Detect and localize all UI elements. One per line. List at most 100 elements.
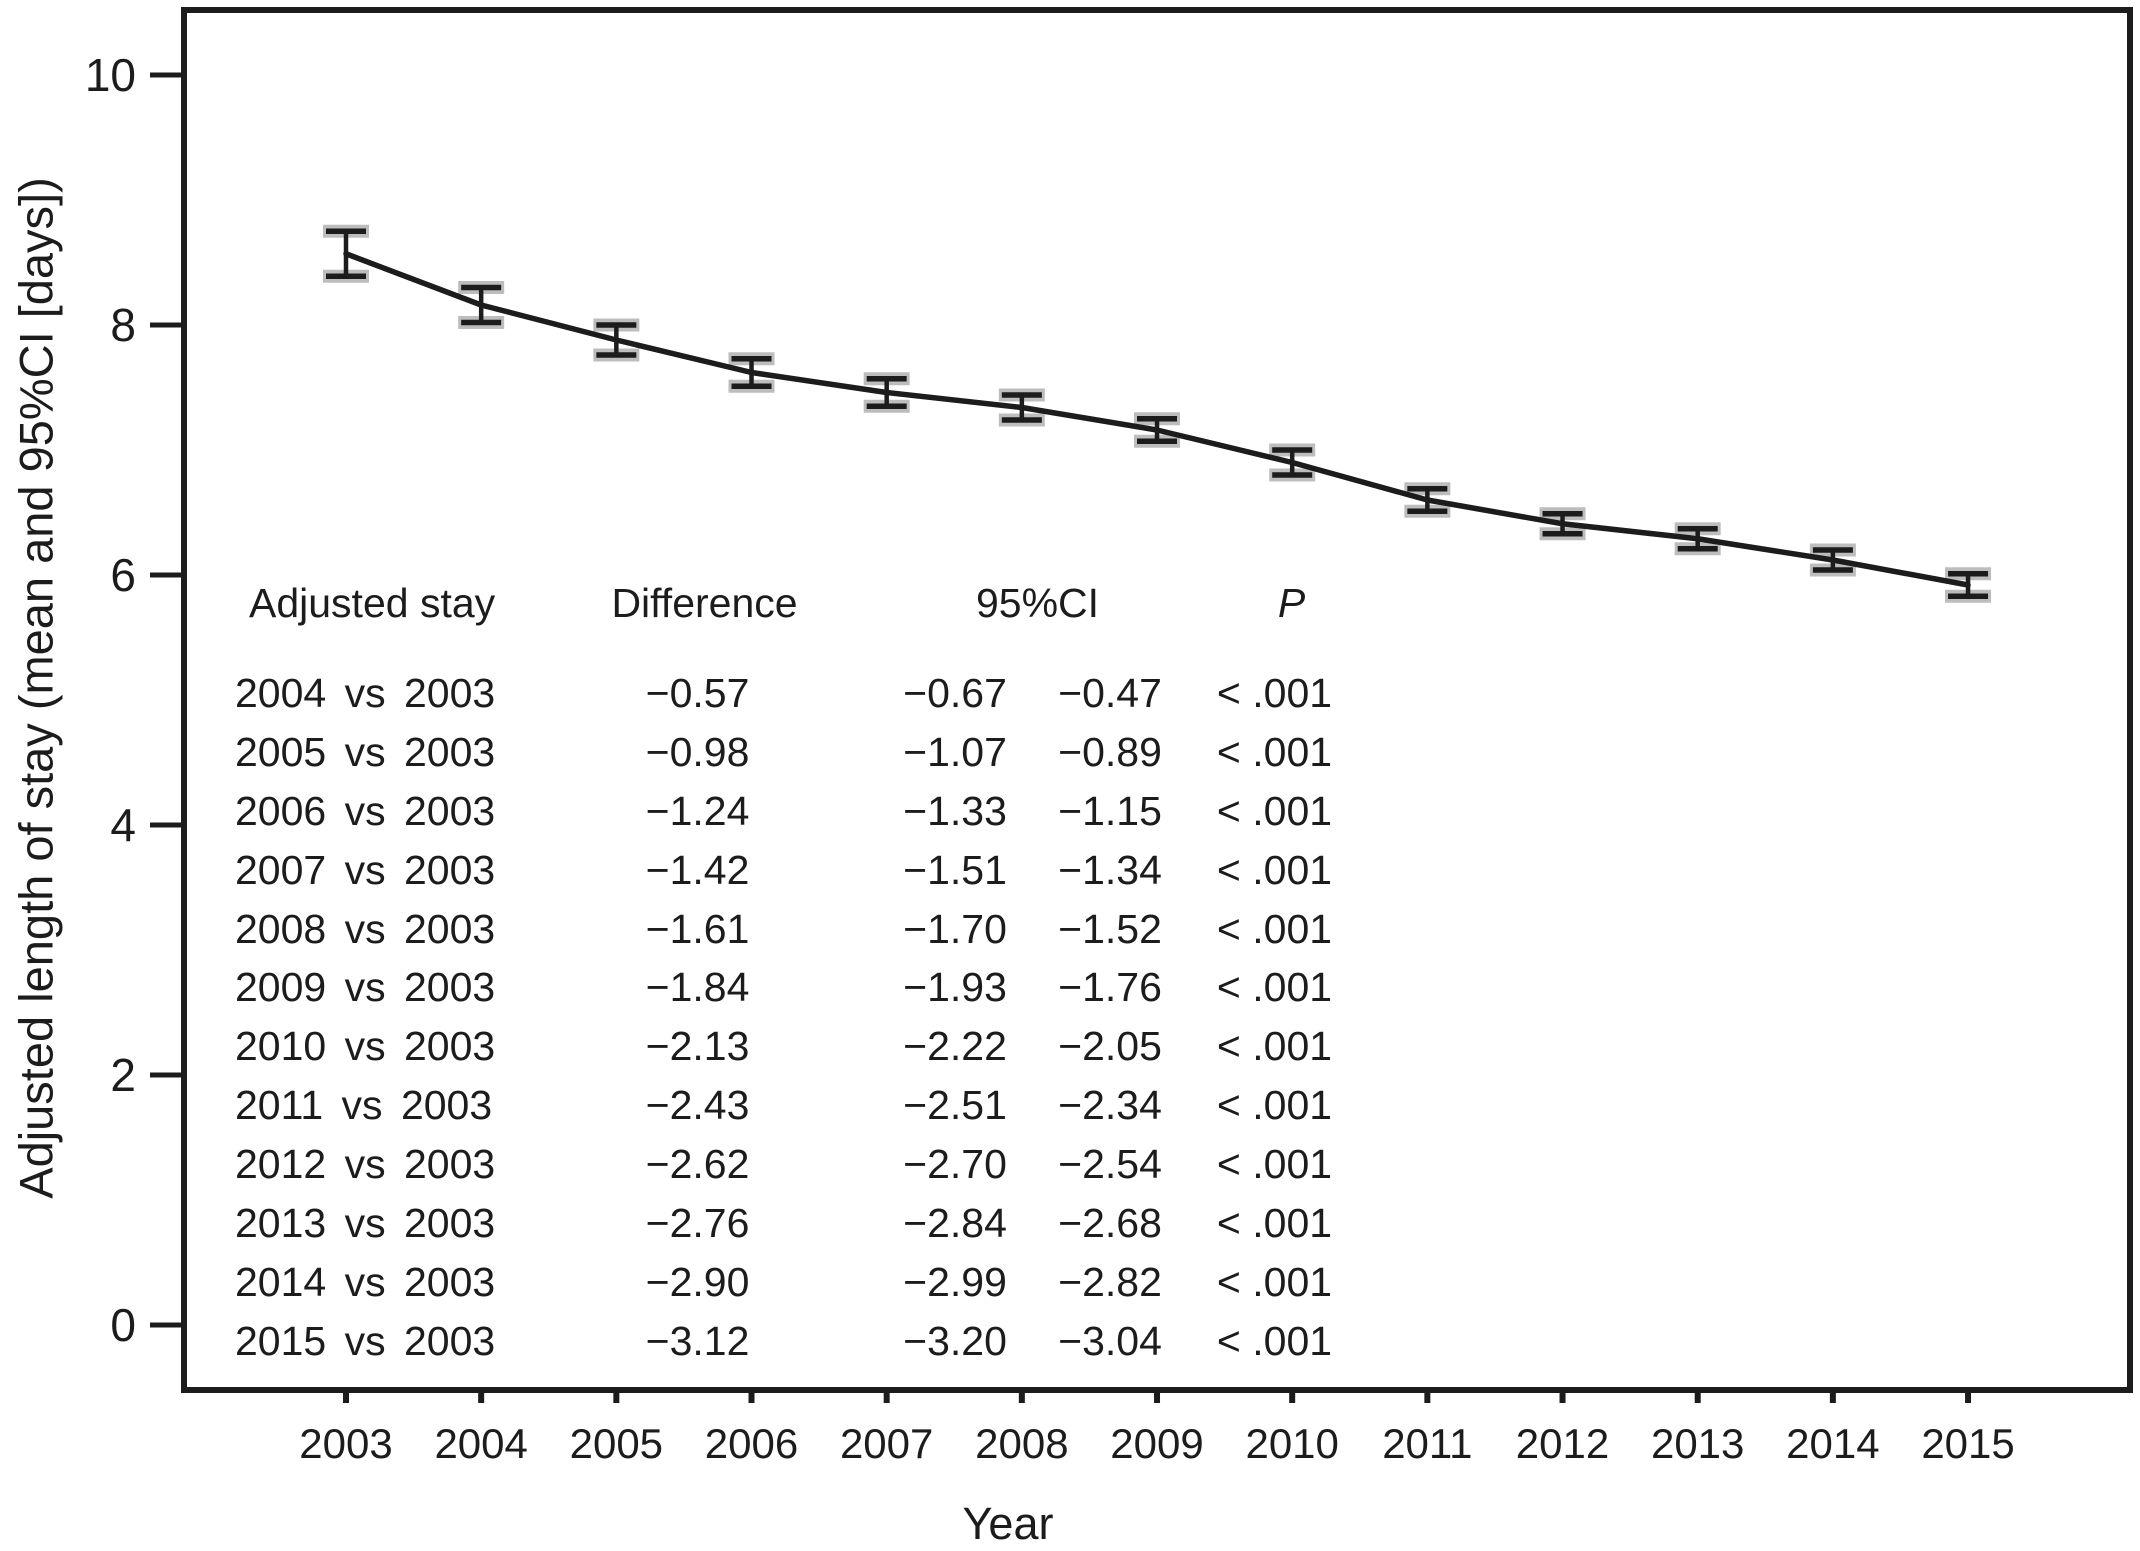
y-axis-ticks: 0 2 4 6 8 10 (85, 49, 184, 1351)
x-tick-label: 2009 (1110, 1420, 1203, 1467)
comparison-label: 2010 vs 2003 (235, 1023, 496, 1070)
table-row: 2007 vs 2003 −1.42 −1.51 −1.34 < .001 (235, 841, 1380, 900)
difference-value: −1.24 (645, 787, 750, 834)
ci-low-value: −1.33 (903, 787, 1007, 834)
ci-high-value: −2.34 (1058, 1082, 1162, 1129)
difference-value: −1.84 (645, 964, 750, 1011)
y-tick-label: 2 (110, 1049, 136, 1101)
table-row: 2004 vs 2003 −0.57 −0.67 −0.47 < .001 (235, 664, 1380, 723)
ci-low-value: −2.99 (903, 1258, 1007, 1305)
ci-high-value: −1.15 (1058, 787, 1162, 834)
table-row: 2010 vs 2003 −2.13 −2.22 −2.05 < .001 (235, 1017, 1380, 1076)
difference-value: −0.98 (645, 728, 750, 775)
x-tick-label: 2011 (1382, 1420, 1472, 1467)
difference-value: −2.43 (645, 1082, 750, 1129)
table-row: 2015 vs 2003 −3.12 −3.20 −3.04 < .001 (235, 1312, 1380, 1371)
difference-value: −1.61 (645, 905, 750, 952)
p-value: < .001 (1216, 1082, 1333, 1129)
comparison-label: 2013 vs 2003 (235, 1200, 496, 1247)
difference-value: −2.76 (645, 1200, 750, 1247)
x-tick-label: 2010 (1245, 1420, 1338, 1467)
comparison-label: 2007 vs 2003 (235, 846, 496, 893)
ci-low-value: −1.93 (903, 964, 1007, 1011)
comparison-label: 2011 vs 2003 (235, 1082, 493, 1129)
y-tick-label: 8 (110, 299, 136, 351)
x-tick-label: 2008 (975, 1420, 1068, 1467)
difference-value: −2.13 (645, 1023, 750, 1070)
table-row: 2006 vs 2003 −1.24 −1.33 −1.15 < .001 (235, 782, 1380, 841)
ci-high-value: −2.82 (1058, 1258, 1162, 1305)
p-value: < .001 (1216, 964, 1333, 1011)
ci-low-value: −2.22 (903, 1023, 1007, 1070)
ci-low-value: −2.51 (903, 1082, 1007, 1129)
x-tick-label: 2006 (705, 1420, 798, 1467)
comparison-label: 2015 vs 2003 (235, 1317, 496, 1364)
y-tick-label: 4 (110, 799, 136, 851)
x-tick-label: 2013 (1651, 1420, 1744, 1467)
comparison-label: 2005 vs 2003 (235, 728, 496, 775)
p-value: < .001 (1216, 905, 1333, 952)
difference-value: −2.90 (645, 1258, 750, 1305)
p-value: < .001 (1216, 670, 1333, 716)
ci-high-value: −2.05 (1058, 1023, 1162, 1070)
table-row: 2012 vs 2003 −2.62 −2.70 −2.54 < .001 (235, 1135, 1380, 1194)
table-row: 2009 vs 2003 −1.84 −1.93 −1.76 < .001 (235, 958, 1380, 1017)
y-tick-label: 0 (110, 1299, 136, 1351)
header-difference: Difference (611, 580, 798, 626)
difference-value: −2.62 (645, 1141, 750, 1188)
inset-stats-table: Adjusted stay Difference 95%CI P 2004 vs… (235, 578, 1380, 1371)
x-tick-label: 2012 (1516, 1420, 1609, 1467)
p-value: < .001 (1216, 846, 1333, 893)
p-value: < .001 (1216, 1200, 1333, 1247)
ci-low-value: −2.70 (903, 1141, 1007, 1188)
difference-value: −3.12 (645, 1317, 750, 1364)
ci-high-value: −1.76 (1058, 964, 1162, 1011)
x-axis-title: Year (962, 1498, 1054, 1549)
comparison-label: 2004 vs 2003 (235, 670, 496, 716)
table-row: 2011 vs 2003 −2.43 −2.51 −2.34 < .001 (235, 1076, 1380, 1135)
comparison-label: 2009 vs 2003 (235, 964, 496, 1011)
difference-value: −0.57 (645, 670, 750, 716)
ci-high-value: −1.34 (1058, 846, 1162, 893)
p-value: < .001 (1216, 1258, 1333, 1305)
ci-low-value: −3.20 (903, 1317, 1007, 1364)
ci-high-value: −1.52 (1058, 905, 1162, 952)
x-tick-label: 2014 (1786, 1420, 1879, 1467)
comparison-label: 2014 vs 2003 (235, 1258, 496, 1305)
header-adjusted-stay: Adjusted stay (249, 580, 496, 626)
p-value: < .001 (1216, 1023, 1333, 1070)
difference-value: −1.42 (645, 846, 750, 893)
p-value: < .001 (1216, 728, 1333, 775)
table-row: 2005 vs 2003 −0.98 −1.07 −0.89 < .001 (235, 723, 1380, 782)
y-axis-title: Adjusted length of stay (mean and 95%CI … (9, 177, 63, 1199)
x-axis-ticks: 2003 2004 2005 2006 2007 2008 2009 2010 2011 2012… (299, 1390, 2015, 1467)
y-tick-label: 6 (110, 549, 136, 601)
header-95ci: 95%CI (975, 580, 1100, 626)
x-tick-label: 2003 (299, 1420, 392, 1467)
x-tick-label: 2005 (570, 1420, 663, 1467)
ci-low-value: −0.67 (903, 670, 1007, 716)
p-value: < .001 (1216, 1141, 1333, 1188)
table-row: 2014 vs 2003 −2.90 −2.99 −2.82 < .001 (235, 1253, 1380, 1312)
comparison-label: 2012 vs 2003 (235, 1141, 496, 1188)
p-value: < .001 (1216, 787, 1333, 834)
ci-low-value: −2.84 (903, 1200, 1007, 1247)
data-series-line (343, 251, 1971, 588)
header-p: P (1277, 580, 1306, 626)
error-bars (323, 224, 1992, 603)
ci-high-value: −0.89 (1058, 728, 1162, 775)
ci-low-value: −1.07 (903, 728, 1007, 775)
x-tick-label: 2004 (434, 1420, 527, 1467)
comparison-label: 2006 vs 2003 (235, 787, 496, 834)
x-tick-label: 2007 (840, 1420, 933, 1467)
ci-low-value: −1.70 (903, 905, 1007, 952)
y-tick-label: 10 (85, 49, 136, 101)
ci-high-value: −0.47 (1058, 670, 1162, 716)
table-row: 2008 vs 2003 −1.61 −1.70 −1.52 < .001 (235, 900, 1380, 959)
comparison-label: 2008 vs 2003 (235, 905, 496, 952)
x-tick-label: 2015 (1921, 1420, 2014, 1467)
ci-low-value: −1.51 (903, 846, 1007, 893)
ci-high-value: −2.68 (1058, 1200, 1162, 1247)
